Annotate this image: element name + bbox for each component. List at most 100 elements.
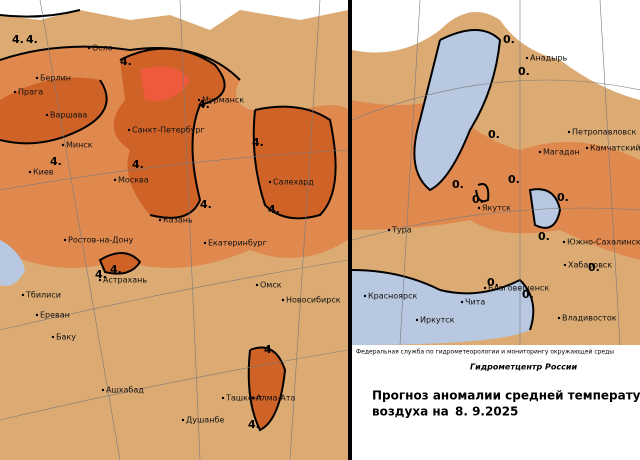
city-label: Баку (56, 333, 76, 342)
city-label: Санкт-Петербург (132, 126, 205, 135)
city-label: Ташкент (225, 394, 263, 403)
city-dot (203, 241, 207, 245)
city-dot (477, 206, 481, 210)
city-label: Камчатский (590, 144, 640, 153)
city-label: Якутск (482, 204, 511, 213)
cold-area (0, 240, 25, 286)
contour-label: 4. (132, 158, 144, 171)
contour-label: 4. (252, 136, 264, 149)
contour-label: 4. (248, 418, 260, 431)
contour-label: 4. (110, 263, 122, 276)
city-label: Хабаровск (568, 261, 612, 270)
city-label: Анадырь (530, 54, 568, 63)
contour-line (351, 29, 562, 331)
title: Прогноз аномалии средней температуры (372, 389, 640, 403)
city-dot (21, 293, 25, 297)
city-dot (98, 278, 102, 282)
city-dot (563, 263, 567, 267)
contour-line (0, 9, 337, 432)
contour-label: 4. (268, 203, 280, 216)
contour-label: 0. (503, 33, 515, 46)
city-dot (567, 130, 571, 134)
city-label: Астрахань (103, 276, 147, 285)
city-label: Прага (18, 88, 43, 97)
city-dot (158, 218, 162, 222)
city-dot (387, 228, 391, 232)
city-label: Мурманск (202, 96, 244, 105)
contour-label: 0. (538, 230, 550, 243)
contour-label: 0. (508, 173, 520, 186)
city-dot (28, 170, 32, 174)
contour-label: 0. (452, 178, 464, 191)
contour-label: 0. (557, 191, 569, 204)
city-dot (113, 178, 117, 182)
contour-label: 4. (120, 55, 132, 68)
sea-area (352, 0, 640, 100)
city-label: Киев (33, 168, 54, 177)
city-dot (35, 76, 39, 80)
sea-area (0, 0, 348, 30)
city-dot (281, 298, 285, 302)
cold-area (530, 189, 560, 228)
city-dot (585, 146, 589, 150)
city-dot (181, 418, 185, 422)
city-dot (562, 240, 566, 244)
city-dot (363, 294, 367, 298)
city-dot (63, 238, 67, 242)
city-label: Осло (92, 44, 113, 53)
contour-label: 0. (487, 276, 499, 289)
city-dot (87, 46, 91, 50)
city-dot (45, 113, 49, 117)
hot-area (253, 106, 336, 219)
city-label: Казань (163, 216, 193, 225)
contour-label: 0. (518, 65, 530, 78)
city-label: Южно-Сахалинск (567, 238, 640, 247)
contour-label: 0. (588, 261, 600, 274)
city-dot (557, 316, 561, 320)
city-dot (460, 300, 464, 304)
city-label: Благовещенск (488, 284, 549, 293)
legend-box (352, 345, 640, 460)
city-label: Тура (391, 226, 412, 235)
city-dot (538, 150, 542, 154)
graticule (0, 0, 349, 460)
city-dot (101, 388, 105, 392)
contour-label: 4. (26, 33, 38, 46)
city-label: Чита (465, 298, 485, 307)
city-label: Берлин (40, 74, 71, 83)
city-dot (51, 335, 55, 339)
city-label: Омск (260, 281, 282, 290)
city-dot (268, 180, 272, 184)
city-label: Красноярск (368, 292, 417, 301)
hot-area (113, 48, 225, 218)
cold-area (352, 270, 534, 345)
city-dot (197, 98, 201, 102)
city-dot (483, 286, 487, 290)
city-dot (525, 56, 529, 60)
hot-area (0, 77, 107, 144)
city-label: Ростов-на-Дону (68, 236, 134, 245)
city-label: Алма-Ата (256, 394, 296, 403)
city-label: Иркутск (420, 316, 455, 325)
city-label: Екатеринбург (208, 239, 267, 248)
city-dot (35, 313, 39, 317)
contour-label: 4. (12, 33, 24, 46)
contour-label: 4. (198, 98, 210, 111)
city-label: Салехард (273, 178, 314, 187)
divider (348, 0, 352, 460)
city-label: Москва (118, 176, 149, 185)
city-dot (251, 396, 255, 400)
max-area (140, 66, 190, 101)
city-dot (415, 318, 419, 322)
contour-label: 4. (95, 268, 107, 281)
city-label: Ашхабад (106, 386, 144, 395)
city-label: Минск (66, 141, 93, 150)
contour-label: 4. (264, 343, 276, 356)
contour-label: 4. (50, 155, 62, 168)
city-label: Петропавловск (572, 128, 637, 137)
city-dot (255, 283, 259, 287)
city-dot (127, 128, 131, 132)
agency: Федеральная служба по гидрометеорологии … (356, 349, 614, 356)
cold-area (414, 30, 500, 190)
